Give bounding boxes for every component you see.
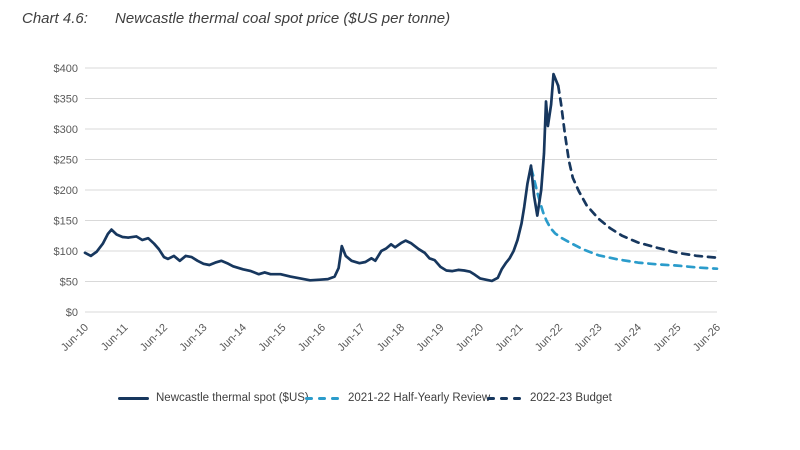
svg-text:Jun-22: Jun-22	[533, 322, 565, 354]
legend-item-budget: 2022-23 Budget	[487, 390, 612, 406]
solid-line-swatch	[118, 396, 149, 400]
legend-label-spot: Newcastle thermal spot ($US)	[156, 392, 309, 404]
legend-label-budget: 2022-23 Budget	[530, 392, 612, 404]
svg-text:Jun-14: Jun-14	[217, 322, 249, 354]
svg-text:Jun-20: Jun-20	[454, 322, 486, 354]
svg-text:$50: $50	[60, 277, 78, 289]
svg-text:Jun-18: Jun-18	[375, 322, 407, 354]
svg-text:Jun-25: Jun-25	[651, 322, 683, 354]
x-axis-labels: Jun-10 Jun-11 Jun-12 Jun-13 Jun-14 Jun-15 Jun-…	[59, 322, 723, 354]
svg-text:Jun-21: Jun-21	[493, 322, 525, 354]
chart-title-text: Newcastle thermal coal spot price ($US p…	[115, 10, 451, 27]
svg-text:$350: $350	[54, 94, 78, 106]
series-line-budget-2022-23	[556, 84, 719, 260]
chart-title: Chart 4.6: Newcastle thermal coal spot pr…	[22, 10, 450, 27]
dashed-line-swatch-light-blue	[305, 396, 341, 400]
grid-lines	[85, 67, 717, 313]
svg-text:Jun-10: Jun-10	[59, 322, 91, 354]
svg-text:Jun-11: Jun-11	[99, 322, 131, 354]
svg-text:Jun-19: Jun-19	[414, 322, 446, 354]
dashed-line-swatch-navy	[487, 396, 523, 400]
chart-number-label: Chart 4.6:	[22, 10, 88, 27]
legend-label-half-yearly-review: 2021-22 Half-Yearly Review	[348, 392, 491, 404]
legend-item-half-yearly-review: 2021-22 Half-Yearly Review	[305, 390, 490, 406]
svg-text:Jun-15: Jun-15	[256, 322, 288, 354]
svg-text:$400: $400	[54, 63, 78, 75]
series-line-newcastle-thermal-spot	[83, 72, 560, 283]
svg-text:$300: $300	[54, 124, 78, 136]
y-axis-labels: $0 $50 $100 $150 $200 $250 $300 $350 $400	[54, 63, 78, 319]
svg-text:Jun-24: Jun-24	[612, 322, 644, 354]
svg-text:Jun-13: Jun-13	[177, 322, 209, 354]
svg-text:$150: $150	[54, 216, 78, 228]
svg-text:Jun-26: Jun-26	[691, 322, 723, 354]
legend-item-spot: Newcastle thermal spot ($US)	[118, 390, 309, 406]
svg-text:$0: $0	[66, 307, 78, 319]
svg-text:$200: $200	[54, 185, 78, 197]
svg-text:$100: $100	[54, 246, 78, 258]
svg-text:Jun-17: Jun-17	[335, 322, 367, 354]
svg-text:Jun-16: Jun-16	[296, 322, 328, 354]
svg-text:Jun-12: Jun-12	[138, 322, 170, 354]
chart-legend: Newcastle thermal spot ($US) 2021-22 Hal…	[0, 390, 800, 410]
svg-text:Jun-23: Jun-23	[572, 322, 604, 354]
svg-text:$250: $250	[54, 155, 78, 167]
